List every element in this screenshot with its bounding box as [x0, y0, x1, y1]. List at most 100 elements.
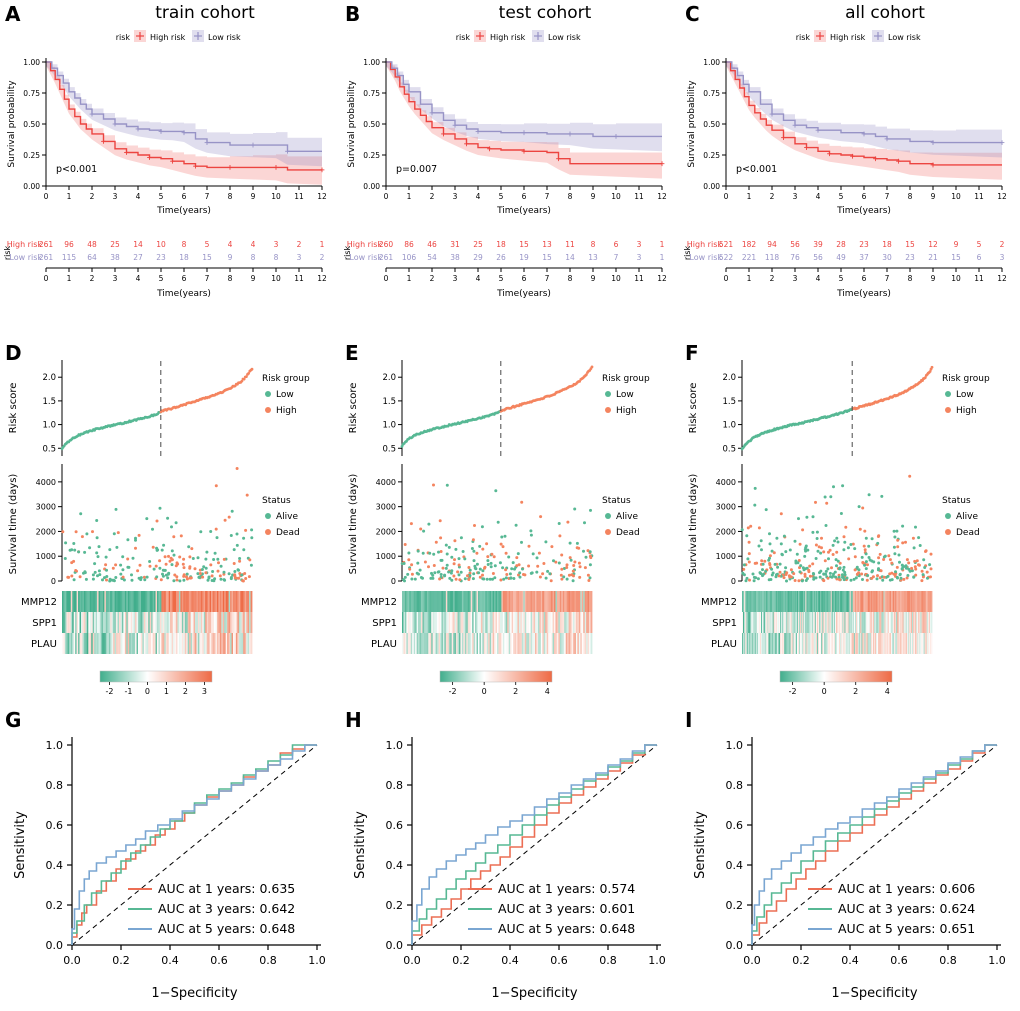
chart-text: 27 [133, 253, 143, 262]
chart-text: Low risk [548, 33, 581, 42]
chart-text: 0.5 [382, 444, 396, 454]
chart-text: Low risk [349, 253, 382, 262]
chart-text: 1 [660, 240, 665, 249]
risk-group-legend: Risk group Low High [262, 374, 310, 416]
chart-text: 15 [905, 240, 915, 249]
chart-text: 1 [67, 192, 72, 201]
chart-text: 23 [156, 253, 166, 262]
roc-y-label: Sensitivity [13, 811, 28, 879]
chart-text: Dead [956, 528, 980, 538]
chart-text: High [276, 406, 297, 416]
km-band-low [386, 62, 662, 152]
chart-text: Low risk [689, 253, 722, 262]
risk-group-legend: Risk group Low High [602, 374, 650, 416]
chart-text: 0.75 [363, 89, 380, 98]
chart-text: 7 [205, 274, 210, 283]
chart-text: 54 [427, 253, 437, 262]
chart-text: 10 [951, 274, 961, 283]
chart-text: 25 [110, 240, 120, 249]
legend-dot-high [945, 407, 951, 413]
chart-text: 0.6 [890, 954, 908, 967]
chart-text: 1.0 [648, 954, 666, 967]
chart-text: 0.4 [161, 954, 179, 967]
risk-table-row-label: risk [683, 245, 692, 260]
survival-scatter-axes: 0 1000 2000 3000 4000 Survival time (days) [348, 464, 403, 586]
auc-label-3y: AUC at 3 years: 0.601 [498, 901, 635, 916]
chart-text: 0 [44, 274, 49, 283]
survival-time-y-label: Survival time (days) [348, 474, 359, 575]
chart-text: 7 [885, 274, 890, 283]
chart-text: 11 [294, 274, 304, 283]
chart-text: 0.2 [386, 899, 404, 912]
chart-text: 56 [790, 240, 800, 249]
legend-dot-alive [945, 513, 951, 519]
roc-auc-legend: AUC at 1 years: 0.606 AUC at 3 years: 0.6… [808, 881, 975, 936]
chart-text: 1000 [376, 552, 396, 561]
chart-text: 9 [954, 240, 959, 249]
roc-diagonal [751, 744, 998, 946]
chart-text: 0.2 [792, 954, 810, 967]
risk-chart-test: 0.5 1.0 1.5 2.0 Risk score Risk group Low High 0… [348, 360, 650, 696]
chart-text: Status [942, 496, 971, 506]
chart-text: 2.0 [42, 373, 56, 383]
panel-km-all: C all cohort risk High risk Low risk 0.00 0.… [680, 0, 1020, 335]
chart-text: 9 [931, 192, 936, 201]
chart-text: 9 [591, 192, 596, 201]
chart-text: 8 [228, 192, 233, 201]
p-value-label: p<0.001 [56, 164, 97, 175]
chart-text: 5 [205, 240, 210, 249]
chart-text: 12 [997, 274, 1007, 283]
chart-text: 4 [136, 192, 141, 201]
chart-text: 2000 [716, 527, 736, 536]
chart-text: 182 [742, 240, 757, 249]
legend-dot-dead [945, 529, 951, 535]
risk-group-legend: Risk group Low High [942, 374, 990, 416]
chart-text: 0.0 [63, 954, 81, 967]
chart-text: 0.5 [722, 444, 736, 454]
chart-text: 0.75 [23, 89, 40, 98]
chart-text: High risk [150, 33, 186, 42]
gene-label: MMP12 [701, 597, 737, 608]
chart-text: 12 [317, 192, 327, 201]
gene-label: PLAU [371, 639, 397, 650]
chart-text: Dead [276, 528, 300, 538]
chart-text: 1.0 [386, 739, 404, 752]
chart-text: 18 [179, 253, 189, 262]
chart-text: High [956, 406, 977, 416]
roc-axes: 0.0 0.0 0.2 0.2 0.4 0.4 0.6 0.6 0.8 0.8 1.0 1.0 Sens… [693, 737, 1006, 1001]
chart-text: 0.8 [599, 954, 617, 967]
chart-text: 2 [513, 687, 518, 696]
x-axis-label: Time(years) [496, 206, 551, 216]
risk-score-points [400, 365, 594, 448]
chart-text: 49 [836, 253, 846, 262]
chart-text: 15 [951, 253, 961, 262]
km-censor-marks-high [441, 131, 665, 167]
chart-text: 0.00 [363, 182, 380, 191]
chart-text: 0.8 [386, 779, 404, 792]
chart-text: 46 [427, 240, 437, 249]
chart-text: 6 [977, 253, 982, 262]
chart-text: 118 [765, 253, 780, 262]
chart-text: 1.5 [382, 397, 396, 407]
auc-label-3y: AUC at 3 years: 0.642 [158, 901, 295, 916]
chart-text: 261 [39, 253, 54, 262]
chart-text: 5 [499, 192, 504, 201]
chart-text: risk [796, 33, 811, 42]
chart-text: 3 [453, 274, 458, 283]
chart-text: 0.4 [386, 859, 404, 872]
chart-text: Dead [616, 528, 640, 538]
chart-text: 4 [228, 240, 233, 249]
risk-score-y-label: Risk score [348, 383, 359, 434]
chart-text: 8 [182, 240, 187, 249]
chart-text: 1 [407, 274, 412, 283]
survival-scatter-axes: 0 1000 2000 3000 4000 Survival time (days) [688, 464, 743, 586]
roc-x-label: 1−Specificity [831, 986, 917, 1001]
legend-dot-high [265, 407, 271, 413]
chart-text: 0.0 [743, 954, 761, 967]
risk-score-axes: 0.5 1.0 1.5 2.0 Risk score [8, 360, 63, 456]
chart-text: Status [262, 496, 291, 506]
auc-label-5y: AUC at 5 years: 0.651 [838, 921, 975, 936]
risk-chart-all: 0.5 1.0 1.5 2.0 Risk score Risk group Low High 0… [688, 360, 990, 696]
